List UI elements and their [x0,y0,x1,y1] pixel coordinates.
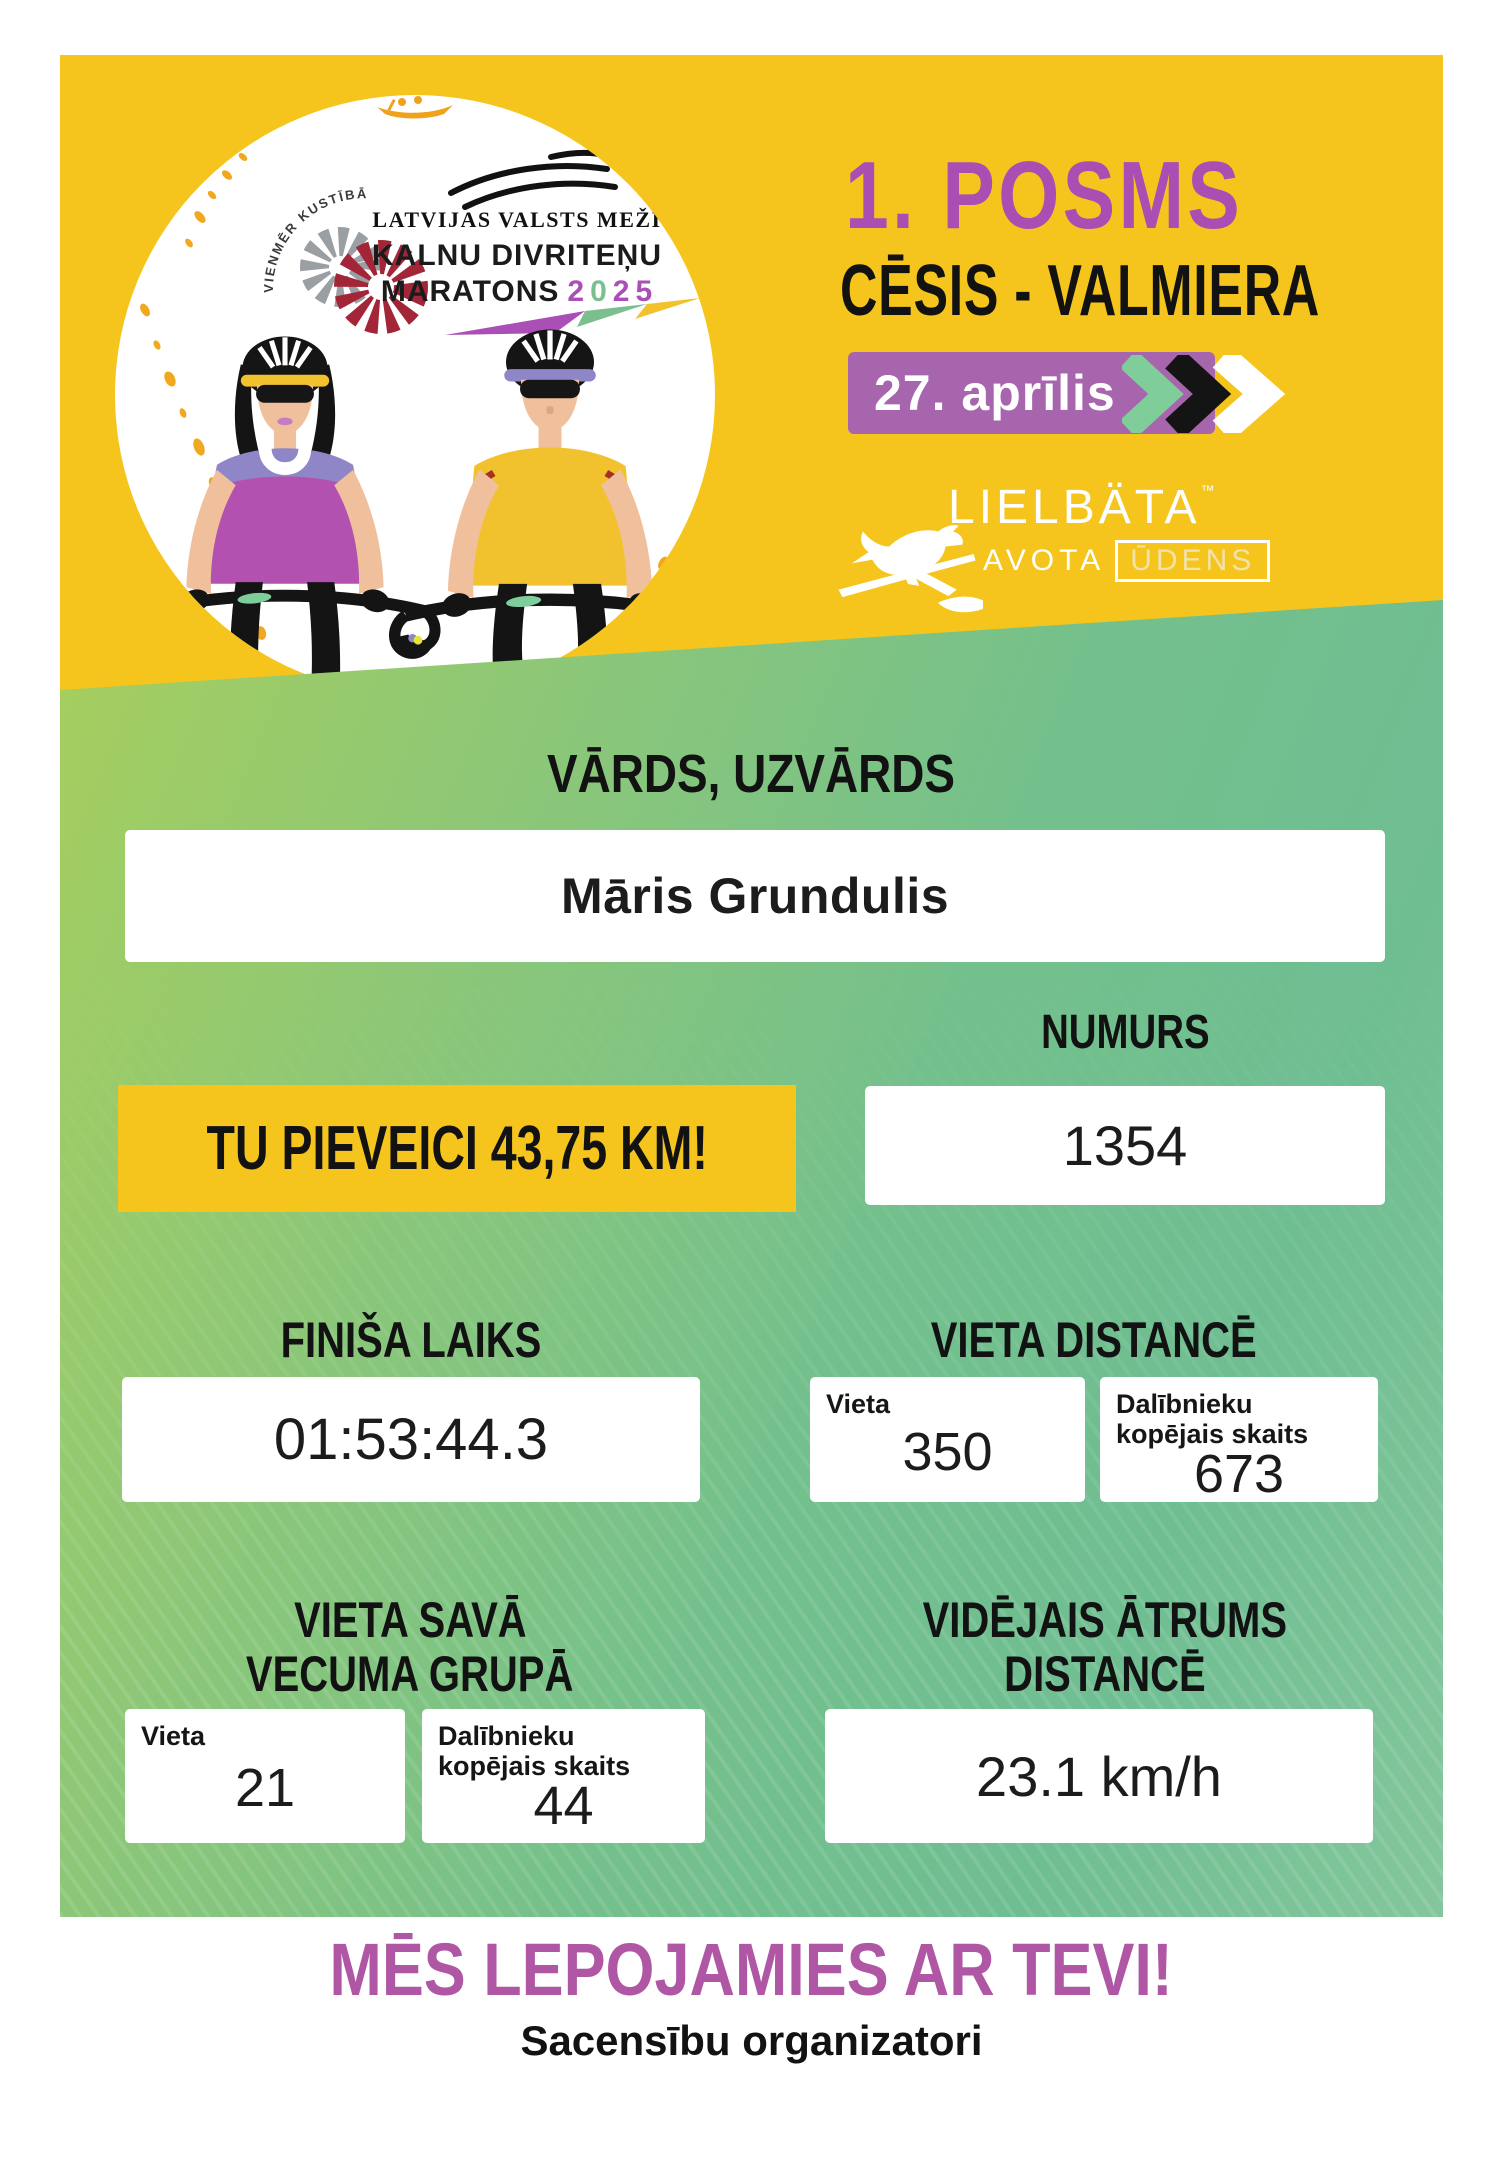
finish-time: 01:53:44.3 [273,1407,549,1472]
footer-subline: Sacensību organizatori [520,2017,983,2064]
sponsor-word-udens: ŪDENS [1115,540,1271,582]
sunburst-icon [300,227,428,334]
age-group-place-box: Vieta 21 [125,1709,405,1843]
participants-label: Dalībnieku kopējais skaits [1116,1389,1309,1450]
sponsor-logo: LIELBÄTA™ AVOTA ŪDENS [833,475,1303,650]
green-results-panel [60,600,1443,1917]
place-value: 350 [902,1421,993,1482]
age-group-heading: VIETA SAVĀ VECUMA GRUPĀ [246,1592,574,1702]
age-group-place-label: Vieta [141,1721,206,1751]
finish-time-heading: FINIŠA LAIKS [280,1312,542,1368]
number-value-box: 1354 [865,1086,1385,1205]
name-value-box: Māris Grundulis [125,830,1385,962]
chevron-arrows-icon [1122,355,1286,433]
logo-line-main: KALNU DIVRITEŅU [372,239,662,272]
date-label: 27. aprīlis [874,365,1116,421]
sponsor-name: LIELBÄTA™ [948,481,1215,534]
participants-box: Dalībnieku kopējais skaits 673 [1100,1377,1378,1505]
age-group-total-value: 44 [533,1776,594,1837]
place-distance-heading: VIETA DISTANCĒ [931,1312,1257,1368]
trademark-symbol: ™ [1200,482,1215,498]
poster: VIENMĒR KUSTĪBĀ LATVIJAS VALSTS MEŽI KAL… [60,55,1443,2167]
avg-speed-heading: VIDĒJAIS ĀTRUMS DISTANCĒ [922,1592,1288,1702]
footer-headline: MĒS LEPOJAMIES AR TEVI! [329,1928,1174,2011]
stage-title: 1. POSMS [845,142,1244,249]
place-label: Vieta [826,1389,891,1419]
swoosh-icon [445,298,700,335]
age-group-total-label: Dalībnieku kopējais skaits [438,1721,631,1782]
rowing-boat-icon [377,96,453,119]
place-box: Vieta 350 [810,1377,1085,1502]
age-group-place-value: 21 [234,1758,296,1819]
bib-number: 1354 [1062,1114,1188,1177]
avg-speed-value: 23.1 km/h [976,1744,1222,1808]
bird-icon [448,150,630,210]
sponsor-subline: AVOTA ŪDENS [983,540,1271,582]
sponsor-word-avota: AVOTA [983,544,1106,577]
age-group-total-box: Dalībnieku kopējais skaits 44 [422,1709,705,1843]
cyclists-illustration: VIENMĒR KUSTĪBĀ LATVIJAS VALSTS MEŽI KAL… [129,96,711,695]
logo-line-year: MARATONS 2 0 2 5 [381,275,653,308]
route-title: CĒSIS - VALMIERA [840,251,1321,331]
sponsor-bird-icon [838,525,983,613]
avg-speed-box: 23.1 km/h [825,1709,1373,1843]
participants-value: 673 [1193,1444,1285,1505]
name-heading: VĀRDS, UZVĀRDS [547,744,956,804]
number-heading: NUMURS [1040,1006,1210,1059]
helmet-vents [521,330,579,363]
helmet-vents [257,337,313,369]
participant-name: Māris Grundulis [560,868,950,924]
distance-banner: TU PIEVEICI 43,75 KM! [118,1085,796,1212]
event-logo-circle: VIENMĒR KUSTĪBĀ LATVIJAS VALSTS MEŽI KAL… [115,95,715,695]
logo-line-serif: LATVIJAS VALSTS MEŽI [372,207,661,232]
finish-time-box: 01:53:44.3 [122,1377,700,1502]
